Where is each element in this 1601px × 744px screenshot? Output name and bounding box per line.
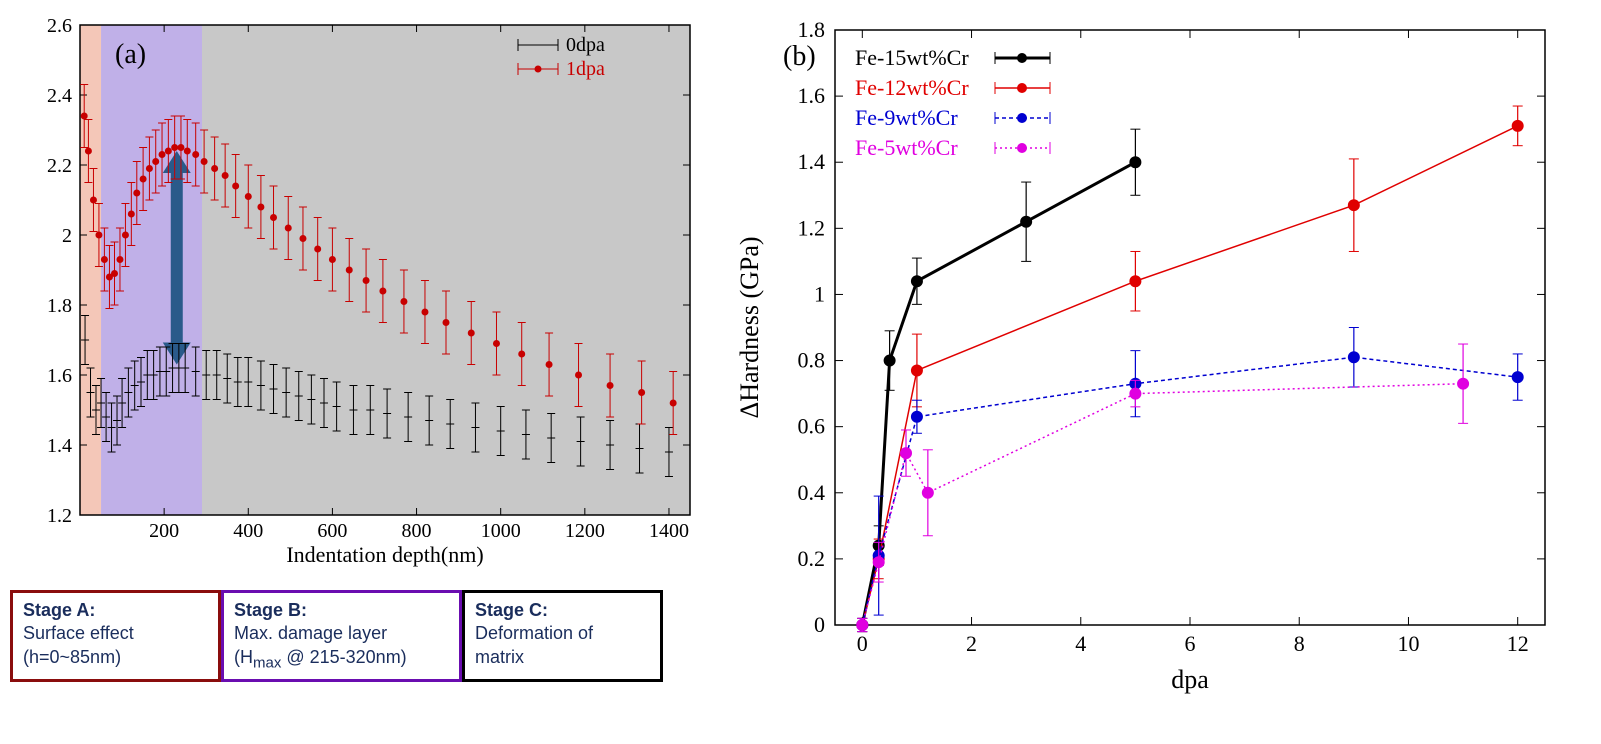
svg-text:2: 2: [62, 225, 72, 247]
svg-text:8: 8: [1294, 631, 1305, 656]
svg-text:Fe-15wt%Cr: Fe-15wt%Cr: [855, 45, 969, 70]
svg-text:6: 6: [1185, 631, 1196, 656]
svg-text:1.8: 1.8: [798, 17, 826, 42]
svg-text:Indentation depth(nm): Indentation depth(nm): [286, 542, 483, 567]
svg-text:2: 2: [966, 631, 977, 656]
svg-text:1.2: 1.2: [47, 505, 72, 527]
right-panel: 0 0.2 0.4 0.6 0.8 1 1.2 1.4 1.6 1.8 0 2 4 6 8 10 12 dpa ΔH…: [730, 10, 1570, 705]
svg-text:1000: 1000: [481, 520, 521, 542]
svg-text:2.6: 2.6: [47, 15, 72, 37]
stage-box: Stage C:Deformation ofmatrix: [462, 590, 663, 682]
svg-text:1.8: 1.8: [47, 295, 72, 317]
svg-text:dpa: dpa: [1171, 665, 1209, 694]
svg-text:800: 800: [402, 520, 432, 542]
stage-box: Stage A:Surface effect(h=0~85nm): [10, 590, 221, 682]
svg-text:0: 0: [814, 612, 825, 637]
svg-text:1.6: 1.6: [47, 365, 72, 387]
svg-text:Fe-12wt%Cr: Fe-12wt%Cr: [855, 75, 969, 100]
left-panel: 1.2 1.4 1.6 1.8 2 2.2 2.4 2.6 200 400 600 800 1000 12…: [10, 10, 710, 705]
stage-box: Stage B:Max. damage layer(Hmax @ 215-320…: [221, 590, 462, 682]
svg-text:0.4: 0.4: [798, 480, 826, 505]
svg-text:1.4: 1.4: [47, 435, 72, 457]
svg-text:0.8: 0.8: [798, 348, 826, 373]
svg-text:1.2: 1.2: [798, 215, 826, 240]
svg-text:0dpa: 0dpa: [566, 34, 605, 56]
svg-text:0: 0: [857, 631, 868, 656]
svg-text:1.6: 1.6: [798, 83, 826, 108]
svg-text:12: 12: [1507, 631, 1529, 656]
svg-text:0.6: 0.6: [798, 414, 826, 439]
svg-text:1200: 1200: [565, 520, 605, 542]
svg-text:0.2: 0.2: [798, 546, 826, 571]
svg-text:2.2: 2.2: [47, 155, 72, 177]
chart-b: 0 0.2 0.4 0.6 0.8 1 1.2 1.4 1.6 1.8 0 2 4 6 8 10 12 dpa ΔH…: [730, 10, 1570, 700]
svg-text:Fe-5wt%Cr: Fe-5wt%Cr: [855, 135, 958, 160]
svg-text:ΔHardness (GPa): ΔHardness (GPa): [735, 236, 764, 418]
svg-text:200: 200: [149, 520, 179, 542]
stage-boxes: Stage A:Surface effect(h=0~85nm)Stage B:…: [10, 590, 710, 682]
svg-text:1.4: 1.4: [798, 149, 826, 174]
svg-text:1400: 1400: [649, 520, 689, 542]
svg-text:1: 1: [814, 281, 825, 306]
svg-text:2.4: 2.4: [47, 85, 72, 107]
svg-text:(b): (b): [783, 41, 816, 72]
svg-text:Fe-9wt%Cr: Fe-9wt%Cr: [855, 105, 958, 130]
svg-text:1dpa: 1dpa: [566, 58, 605, 80]
svg-text:10: 10: [1397, 631, 1419, 656]
svg-text:600: 600: [317, 520, 347, 542]
svg-text:4: 4: [1075, 631, 1086, 656]
chart-a: 1.2 1.4 1.6 1.8 2 2.2 2.4 2.6 200 400 600 800 1000 12…: [10, 10, 710, 570]
svg-text:(a): (a): [115, 39, 146, 70]
svg-text:400: 400: [233, 520, 263, 542]
